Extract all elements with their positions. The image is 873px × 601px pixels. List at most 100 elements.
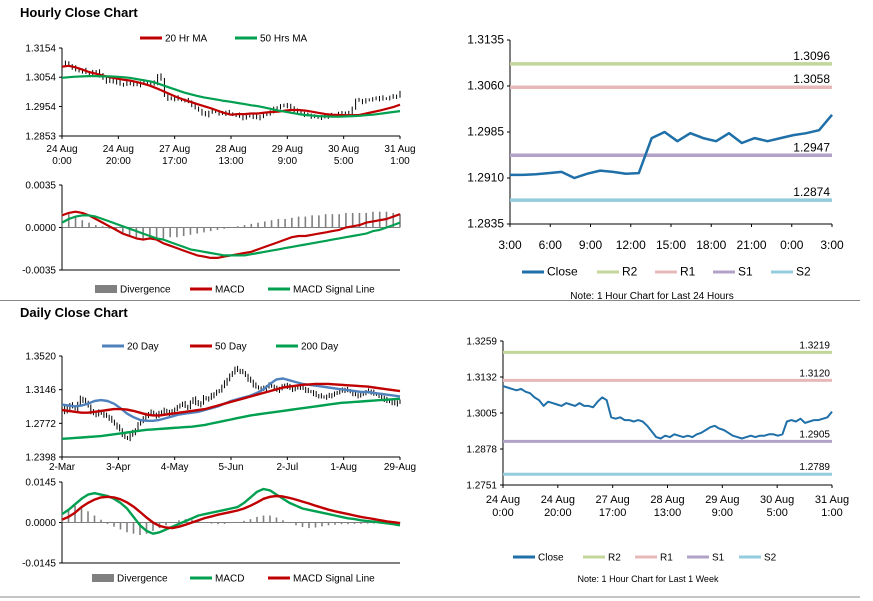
daily-legend-macd-label: MACD — [215, 574, 244, 585]
hourly-levels-x-tick-label: 15:00 — [656, 238, 686, 252]
hourly-price-x-tick-label: 0:00 — [52, 156, 72, 167]
daily-legend-50day-label: 50 Day — [215, 342, 247, 353]
hourly-section-title: Hourly Close Chart — [20, 5, 138, 20]
hourly-levels-x-tick-label: 12:00 — [616, 238, 646, 252]
hourly-price-x-tick-label: 20:00 — [106, 156, 131, 167]
hourly-price-x-tick-label: 5:00 — [334, 156, 354, 167]
hourly-levels-x-tick-label: 3:00 — [498, 238, 522, 252]
daily-ma-line — [61, 382, 401, 417]
hourly-price-x-tick-label: 9:00 — [278, 156, 298, 167]
hourly-levels-y-tick-label: 1.3060 — [467, 79, 504, 93]
daily-price-x-tick-label: 4-May — [161, 462, 189, 473]
hourly-price-x-tick-label: 13:00 — [218, 156, 243, 167]
daily-price-x-tick-label: 3-Apr — [106, 462, 131, 473]
daily-levels-x-tick-label: 27 Aug — [596, 494, 630, 506]
daily-legend-divergence-swatch — [92, 574, 114, 582]
daily-legend-20day-label: 20 Day — [127, 342, 159, 353]
hourly-price-x-tick-label: 24 Aug — [46, 144, 77, 155]
daily-levels-y-tick-label: 1.2751 — [466, 481, 497, 492]
hourly-legend-20hr-label: 20 Hr MA — [165, 34, 208, 45]
daily-price-x-tick-label: 2-Mar — [49, 462, 76, 473]
daily-price-x-tick-label: 2-Jul — [276, 462, 298, 473]
hourly-levels-x-tick-label: 0:00 — [780, 238, 804, 252]
daily-macd-y-tick-label: -0.0145 — [22, 559, 56, 570]
daily-levels-note: Note: 1 Hour Chart for Last 1 Week — [578, 574, 719, 584]
hourly-close-line — [510, 113, 833, 180]
hourly-level-s1-label: 1.2947 — [793, 140, 830, 154]
hourly-levels-y-tick-label: 1.2985 — [467, 125, 504, 139]
hourly-levels-legend-s2-label: S2 — [796, 265, 811, 279]
daily-levels-legend-r1-label: R1 — [660, 553, 673, 564]
daily-macd-line — [61, 487, 401, 535]
daily-levels-x-tick-label: 20:00 — [544, 507, 572, 519]
daily-macd-y-tick-label: 0.0000 — [25, 518, 56, 529]
daily-price-x-tick-label: 1-Aug — [330, 462, 357, 473]
hourly-price-x-tick-label: 28 Aug — [215, 144, 246, 155]
daily-price-y-tick-label: 1.3520 — [25, 352, 56, 363]
daily-levels-legend-r2-label: R2 — [608, 553, 621, 564]
daily-price-y-tick-label: 1.3146 — [25, 385, 56, 396]
daily-ma-line — [61, 397, 401, 440]
daily-levels-x-tick-label: 28 Aug — [650, 494, 684, 506]
daily-levels-y-tick-label: 1.3132 — [466, 373, 497, 384]
hourly-legend-divergence-swatch — [95, 285, 117, 293]
daily-levels-x-tick-label: 9:00 — [712, 507, 733, 519]
hourly-level-r2-label: 1.3096 — [793, 49, 830, 63]
daily-price-x-tick-label: 29-Aug — [384, 462, 416, 473]
daily-levels-x-tick-label: 5:00 — [766, 507, 787, 519]
daily-levels-x-tick-label: 24 Aug — [486, 494, 520, 506]
hourly-levels-y-tick-label: 1.3135 — [467, 33, 504, 47]
hourly-level-r1-label: 1.3058 — [793, 72, 830, 86]
hourly-legend-signal-label: MACD Signal Line — [293, 285, 375, 296]
hourly-ma-line — [61, 64, 401, 117]
daily-levels-x-tick-label: 1:00 — [821, 507, 842, 519]
hourly-levels-x-tick-label: 6:00 — [539, 238, 563, 252]
hourly-levels-y-tick-label: 1.2910 — [467, 171, 504, 185]
hourly-price-y-tick-label: 1.3154 — [25, 44, 56, 55]
daily-close-line — [502, 385, 833, 440]
daily-levels-x-tick-label: 29 Aug — [705, 494, 739, 506]
hourly-levels-x-tick-label: 18:00 — [696, 238, 726, 252]
hourly-price-x-tick-label: 17:00 — [162, 156, 187, 167]
hourly-macd-y-tick-label: -0.0035 — [22, 266, 56, 277]
hourly-levels-x-tick-label: 21:00 — [736, 238, 766, 252]
hourly-price-y-tick-label: 1.3054 — [25, 73, 56, 84]
daily-price-y-tick-label: 1.2398 — [25, 453, 56, 464]
hourly-levels-legend-s1-label: S1 — [738, 265, 753, 279]
hourly-levels-note: Note: 1 Hour Chart for Last 24 Hours — [570, 291, 733, 302]
daily-level-s2-label: 1.2789 — [799, 462, 830, 473]
daily-price-y-tick-label: 1.2772 — [25, 419, 56, 430]
hourly-macd-y-tick-label: 0.0035 — [25, 181, 56, 192]
hourly-legend-divergence-label: Divergence — [120, 285, 171, 296]
daily-levels-legend-close-label: Close — [538, 553, 564, 564]
daily-levels-x-tick-label: 17:00 — [599, 507, 627, 519]
daily-levels-x-tick-label: 24 Aug — [541, 494, 575, 506]
section-divider — [0, 300, 860, 301]
hourly-price-x-tick-label: 1:00 — [390, 156, 410, 167]
daily-levels-x-tick-label: 31 Aug — [815, 494, 849, 506]
hourly-price-x-tick-label: 24 Aug — [103, 144, 134, 155]
daily-section-title: Daily Close Chart — [20, 305, 128, 320]
hourly-price-y-tick-label: 1.2853 — [25, 132, 56, 143]
hourly-price-x-tick-label: 30 Aug — [328, 144, 359, 155]
hourly-price-x-tick-label: 29 Aug — [272, 144, 303, 155]
daily-macd-y-tick-label: 0.0145 — [25, 478, 56, 489]
hourly-ma-line — [61, 74, 401, 118]
daily-levels-legend-s1-label: S1 — [712, 553, 725, 564]
hourly-price-x-tick-label: 31 Aug — [384, 144, 415, 155]
daily-level-r1-label: 1.3120 — [799, 368, 830, 379]
daily-legend-divergence-label: Divergence — [117, 574, 168, 585]
daily-level-s1-label: 1.2905 — [799, 429, 830, 440]
hourly-macd-line — [61, 210, 401, 259]
daily-levels-y-tick-label: 1.3005 — [466, 409, 497, 420]
daily-legend-200day-label: 200 Day — [301, 342, 338, 353]
hourly-legend-macd-label: MACD — [215, 285, 244, 296]
daily-levels-x-tick-label: 13:00 — [654, 507, 682, 519]
hourly-levels-legend-r1-label: R1 — [680, 265, 696, 279]
hourly-legend-50hr-label: 50 Hrs MA — [260, 34, 308, 45]
daily-price-x-tick-label: 5-Jun — [218, 462, 243, 473]
hourly-levels-y-tick-label: 1.2835 — [467, 217, 504, 231]
daily-legend-signal-label: MACD Signal Line — [293, 574, 375, 585]
hourly-macd-y-tick-label: 0.0000 — [25, 223, 56, 234]
